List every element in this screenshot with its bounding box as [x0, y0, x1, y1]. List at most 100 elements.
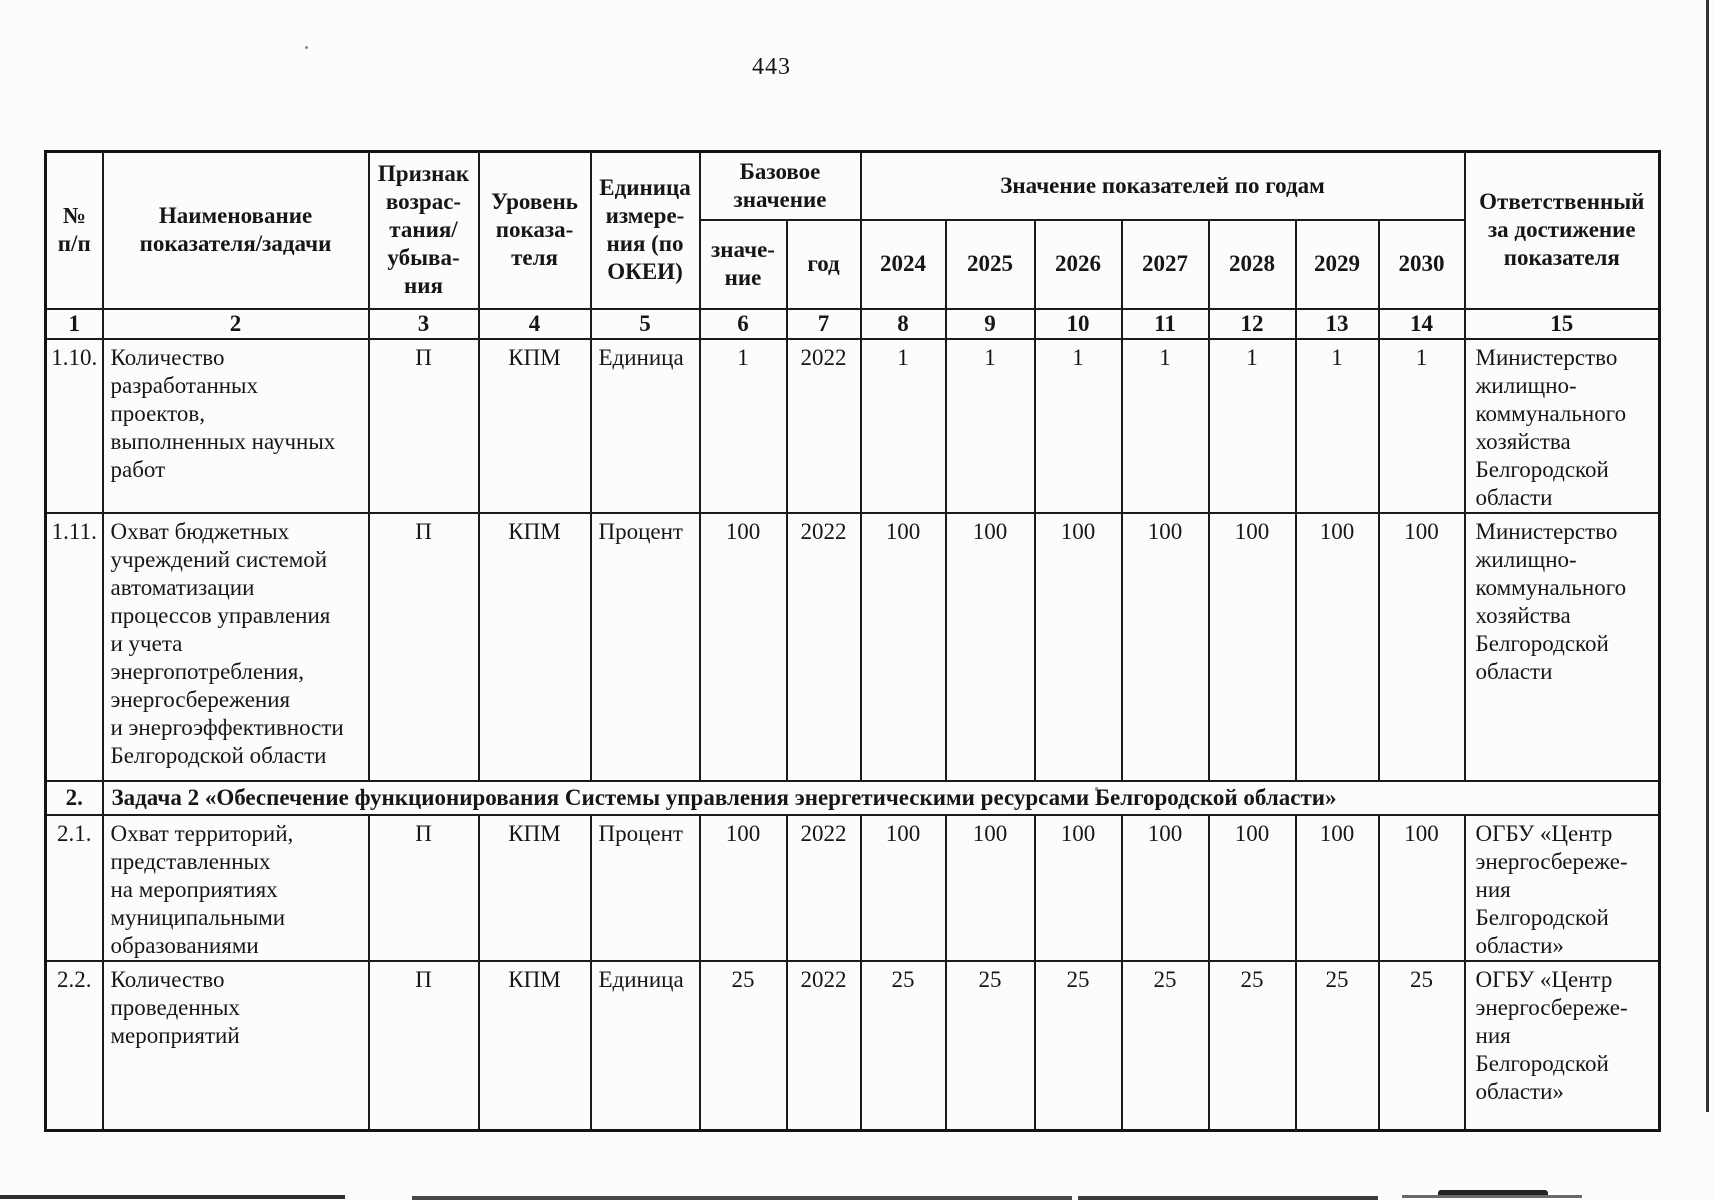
cell-year-value: 25 — [1377, 959, 1466, 1132]
col-no: 14 — [1377, 307, 1466, 340]
header-num: № п/п — [44, 150, 104, 310]
header-year-2028: 2028 — [1207, 218, 1297, 310]
col-no: 5 — [589, 307, 701, 340]
col-no: 15 — [1463, 307, 1661, 340]
cell-year-value: 1 — [1120, 337, 1210, 514]
column-numbers-row: 1 2 3 4 5 6 7 8 9 10 11 12 13 14 15 — [44, 307, 1661, 340]
cell-responsible: ОГБУ «Центр энергосбереже- ния Белгородс… — [1463, 959, 1661, 1132]
row-2-2: 2.2. Количество проведенных мероприятий … — [44, 959, 1661, 1132]
cell-year-value: 25 — [1120, 959, 1210, 1132]
header-year-2027: 2027 — [1120, 218, 1210, 310]
col-no: 4 — [477, 307, 592, 340]
header-base-value: значе- ние — [698, 218, 788, 310]
col-no: 11 — [1120, 307, 1210, 340]
scan-edge-line — [1706, 0, 1709, 1112]
cell-unit: Единица — [589, 337, 701, 514]
cell-year-value: 100 — [1120, 813, 1210, 962]
cell-year-value: 25 — [859, 959, 947, 1132]
col-no: 13 — [1294, 307, 1380, 340]
col-no: 12 — [1207, 307, 1297, 340]
cell-level: КПМ — [477, 511, 592, 782]
cell-year-value: 1 — [1294, 337, 1380, 514]
section-num: 2. — [44, 779, 104, 816]
row-1-10: 1.10. Количество разработанных проектов,… — [44, 337, 1661, 514]
cell-base-year: 2022 — [785, 959, 862, 1132]
col-no: 2 — [101, 307, 370, 340]
table-header-row-2: значе- ние год 2024 2025 2026 2027 2028 … — [46, 218, 1660, 310]
indicators-table: № п/п Наименование показателя/задачи При… — [44, 150, 1662, 1132]
scan-artifact-line — [1402, 1195, 1582, 1198]
cell-base-value: 1 — [698, 337, 788, 514]
cell-num: 1.10. — [44, 337, 104, 514]
scan-artifact-line — [0, 1195, 345, 1199]
col-no: 3 — [367, 307, 480, 340]
cell-year-value: 100 — [1294, 511, 1380, 782]
cell-level: КПМ — [477, 959, 592, 1132]
scan-artifact-line — [1438, 1190, 1548, 1195]
cell-year-value: 1 — [859, 337, 947, 514]
col-no: 10 — [1033, 307, 1123, 340]
cell-responsible: Министерство жилищно- коммунального хозя… — [1463, 337, 1661, 514]
header-base-group: Базовое значение — [698, 150, 862, 221]
col-no: 9 — [944, 307, 1036, 340]
cell-year-value: 100 — [1377, 511, 1466, 782]
cell-year-value: 25 — [1294, 959, 1380, 1132]
cell-year-value: 25 — [1033, 959, 1123, 1132]
header-year-2025: 2025 — [944, 218, 1036, 310]
cell-year-value: 25 — [944, 959, 1036, 1132]
section-row-task-2: 2. Задача 2 «Обеспечение функционировани… — [44, 779, 1661, 816]
row-2-1: 2.1. Охват территорий, представленных на… — [44, 813, 1661, 962]
cell-indicator-name: Охват территорий, представленных на меро… — [101, 813, 370, 962]
section-title: Задача 2 «Обеспечение функционирования С… — [101, 779, 1661, 816]
cell-unit: Процент — [589, 813, 701, 962]
cell-base-year: 2022 — [785, 511, 862, 782]
header-year-2030: 2030 — [1377, 218, 1466, 310]
cell-year-value: 100 — [1294, 813, 1380, 962]
cell-base-year: 2022 — [785, 813, 862, 962]
cell-growth-sign: П — [367, 511, 480, 782]
cell-indicator-name: Количество проведенных мероприятий — [101, 959, 370, 1132]
cell-base-value: 25 — [698, 959, 788, 1132]
cell-unit: Процент — [589, 511, 701, 782]
header-level: Уровень показа- теля — [477, 150, 592, 310]
cell-year-value: 1 — [1207, 337, 1297, 514]
header-years-group: Значение показателей по годам — [859, 150, 1466, 221]
cell-unit: Единица — [589, 959, 701, 1132]
cell-year-value: 100 — [1207, 813, 1297, 962]
cell-num: 2.1. — [44, 813, 104, 962]
cell-base-value: 100 — [698, 813, 788, 962]
scan-artifact-line — [412, 1196, 1072, 1200]
cell-responsible: Министерство жилищно- коммунального хозя… — [1463, 511, 1661, 782]
col-no: 7 — [785, 307, 862, 340]
cell-num: 1.11. — [44, 511, 104, 782]
header-unit: Единица измере- ния (по ОКЕИ) — [589, 150, 701, 310]
header-year-2026: 2026 — [1033, 218, 1123, 310]
cell-growth-sign: П — [367, 337, 480, 514]
cell-year-value: 25 — [1207, 959, 1297, 1132]
cell-level: КПМ — [477, 813, 592, 962]
cell-num: 2.2. — [44, 959, 104, 1132]
cell-level: КПМ — [477, 337, 592, 514]
cell-year-value: 100 — [1120, 511, 1210, 782]
cell-year-value: 100 — [944, 813, 1036, 962]
cell-year-value: 100 — [1033, 511, 1123, 782]
header-year-2024: 2024 — [859, 218, 947, 310]
cell-year-value: 100 — [944, 511, 1036, 782]
cell-responsible: ОГБУ «Центр энергосбереже- ния Белгородс… — [1463, 813, 1661, 962]
cell-growth-sign: П — [367, 813, 480, 962]
cell-year-value: 1 — [1033, 337, 1123, 514]
header-year-2029: 2029 — [1294, 218, 1380, 310]
cell-year-value: 1 — [1377, 337, 1466, 514]
cell-base-year: 2022 — [785, 337, 862, 514]
scan-artifact-line — [1078, 1196, 1378, 1200]
cell-year-value: 100 — [1377, 813, 1466, 962]
cell-year-value: 100 — [859, 511, 947, 782]
col-no: 1 — [44, 307, 104, 340]
header-base-year: год — [785, 218, 862, 310]
cell-base-value: 100 — [698, 511, 788, 782]
scan-speck — [305, 46, 308, 49]
col-no: 8 — [859, 307, 947, 340]
page-number: 443 — [752, 54, 791, 80]
cell-year-value: 1 — [944, 337, 1036, 514]
